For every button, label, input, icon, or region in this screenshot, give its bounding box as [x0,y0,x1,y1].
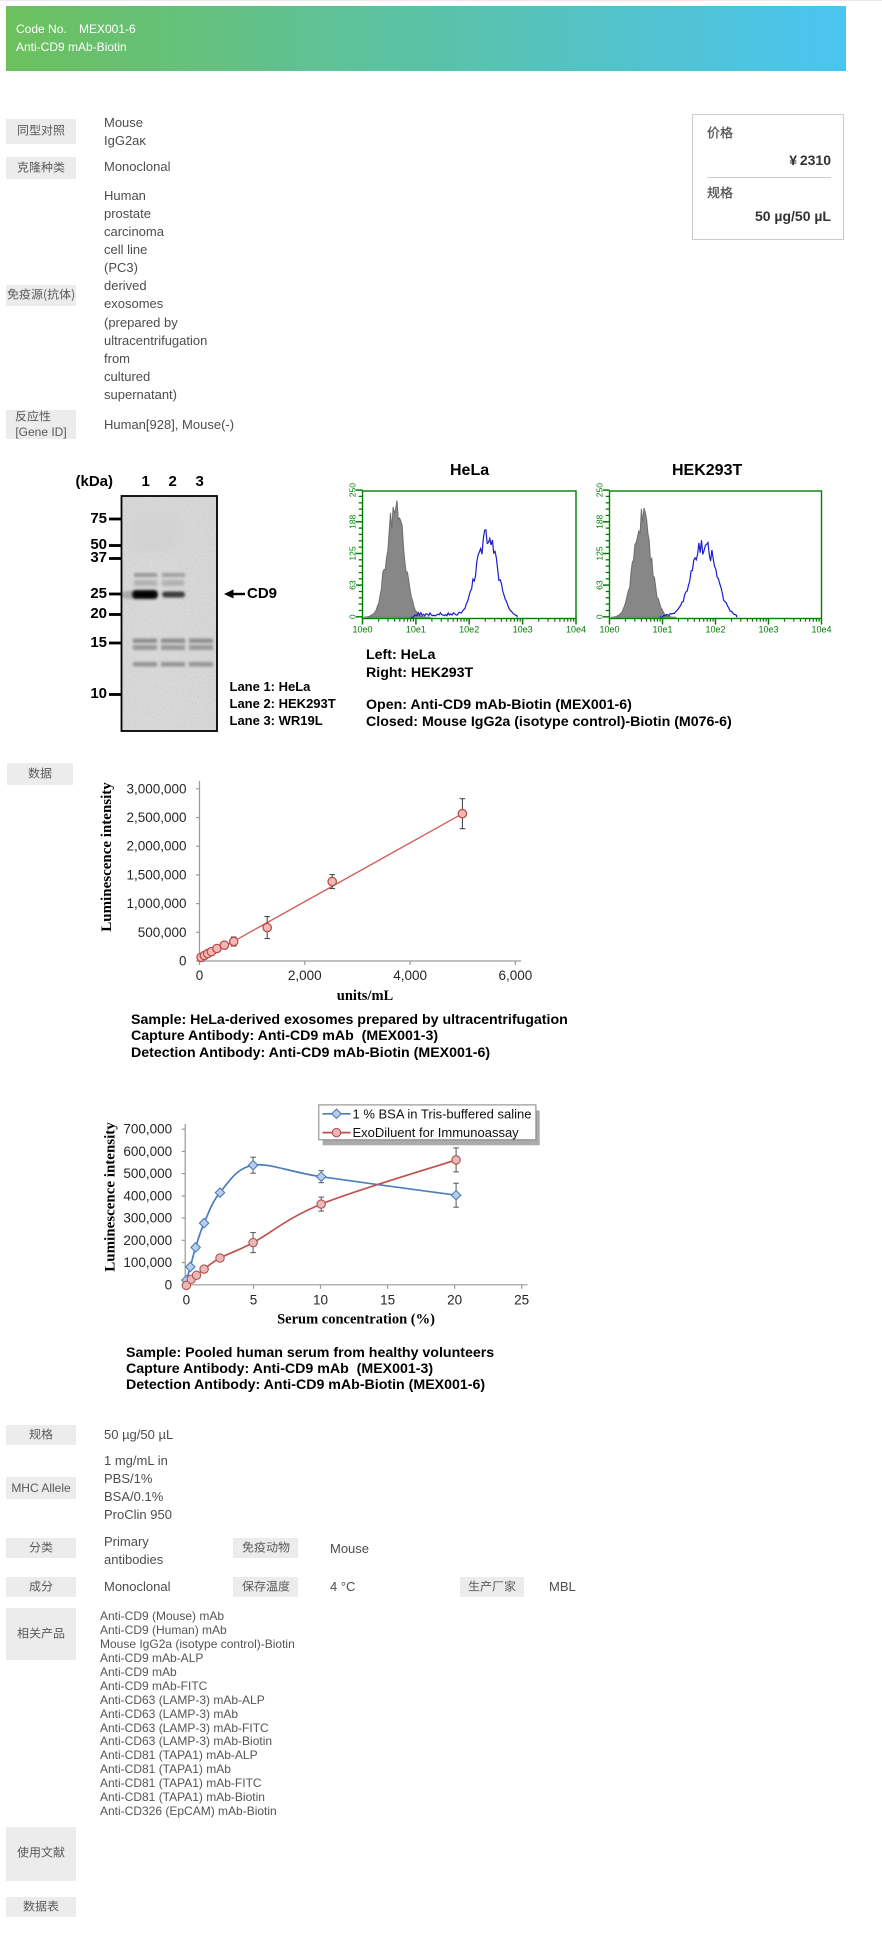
svg-text:400,000: 400,000 [123,1188,172,1203]
svg-text:6,000: 6,000 [499,968,533,983]
svg-text:Luminescence intensity: Luminescence intensity [99,782,115,932]
svg-text:20: 20 [447,1293,462,1308]
svg-text:0: 0 [165,1277,173,1292]
svg-text:250: 250 [348,483,358,497]
svg-text:700,000: 700,000 [123,1122,172,1137]
svg-text:10e3: 10e3 [513,625,533,635]
svg-text:188: 188 [348,514,358,528]
svg-text:0: 0 [196,968,204,983]
svg-text:10e2: 10e2 [459,625,479,635]
svg-text:200,000: 200,000 [123,1233,172,1248]
svg-text:10e3: 10e3 [758,625,778,635]
svg-text:25: 25 [514,1293,529,1308]
svg-text:ExoDiluent for Immunoassay: ExoDiluent for Immunoassay [353,1125,520,1140]
svg-text:units/mL: units/mL [337,988,394,1004]
svg-text:10e1: 10e1 [652,625,672,635]
svg-text:125: 125 [595,546,605,560]
svg-text:10e0: 10e0 [352,625,372,635]
svg-text:10e0: 10e0 [599,625,619,635]
svg-text:10e2: 10e2 [705,625,725,635]
svg-text:1 % BSA in Tris-buffered salin: 1 % BSA in Tris-buffered saline [353,1106,532,1121]
svg-text:2,000,000: 2,000,000 [126,839,186,854]
svg-text:10: 10 [313,1293,328,1308]
svg-text:3,000,000: 3,000,000 [126,781,186,796]
svg-text:125: 125 [348,546,358,560]
svg-text:2,500,000: 2,500,000 [126,810,186,825]
svg-text:Luminescence intensity: Luminescence intensity [103,1122,119,1272]
svg-text:10e1: 10e1 [406,625,426,635]
svg-text:10e4: 10e4 [811,625,831,635]
svg-text:600,000: 600,000 [123,1144,172,1159]
svg-text:0: 0 [595,614,605,619]
svg-text:0: 0 [348,614,358,619]
svg-text:0: 0 [183,1293,191,1308]
svg-text:10e4: 10e4 [566,625,586,635]
svg-text:1,500,000: 1,500,000 [126,867,186,882]
svg-text:300,000: 300,000 [123,1211,172,1226]
svg-text:100,000: 100,000 [123,1255,172,1270]
svg-text:2,000: 2,000 [288,968,322,983]
svg-text:1,000,000: 1,000,000 [126,896,186,911]
svg-text:63: 63 [595,580,605,590]
svg-text:Serum concentration (%): Serum concentration (%) [277,1312,435,1328]
svg-text:4,000: 4,000 [393,968,427,983]
svg-text:250: 250 [595,483,605,497]
svg-text:500,000: 500,000 [138,925,187,940]
svg-text:500,000: 500,000 [123,1166,172,1181]
svg-text:15: 15 [380,1293,395,1308]
svg-text:188: 188 [595,514,605,528]
svg-text:0: 0 [179,954,187,969]
svg-text:5: 5 [250,1293,258,1308]
svg-text:63: 63 [348,580,358,590]
